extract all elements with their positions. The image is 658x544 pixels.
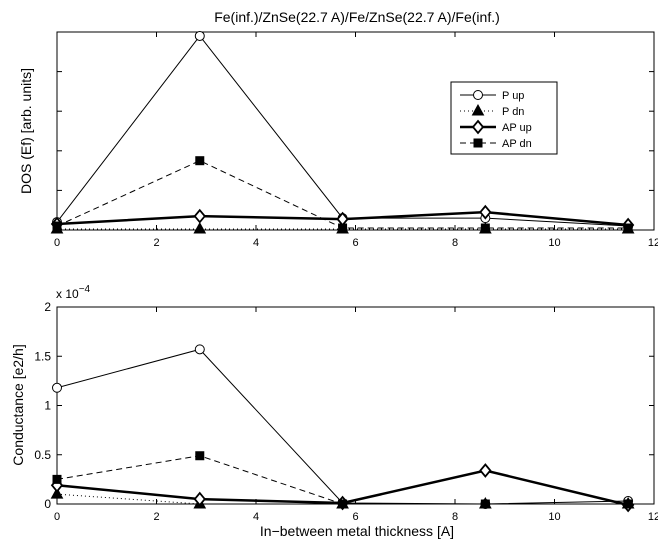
- conductance-plot-frame: [56, 306, 655, 505]
- legend-items: P up P dn AP up AP dn: [460, 90, 532, 150]
- dos-point-ap-dn: [338, 223, 348, 233]
- legend-marker: [473, 138, 483, 148]
- conductance-point-ap-dn: [480, 499, 490, 509]
- conductance-exponent-label: x 10−4: [56, 284, 91, 301]
- legend-item-p-dn: P dn: [460, 103, 524, 118]
- x-tick-label: 10: [548, 511, 560, 523]
- dos-point-ap-dn: [52, 221, 62, 231]
- x-tick-label: 2: [153, 237, 159, 249]
- y-tick-label: 2: [44, 300, 51, 314]
- conductance-series-ap-dn: [52, 451, 633, 509]
- conductance-ticks: [56, 306, 655, 505]
- chart-title: Fe(inf.)/ZnSe(22.7 A)/Fe/ZnSe(22.7 A)/Fe…: [214, 9, 500, 25]
- legend-label: P up: [502, 90, 524, 102]
- dos-point-ap-dn: [623, 223, 633, 233]
- dos-panel: Fe(inf.)/ZnSe(22.7 A)/Fe/ZnSe(22.7 A)/Fe…: [18, 9, 658, 249]
- x-tick-label: 0: [54, 237, 60, 249]
- legend-marker: [471, 119, 485, 135]
- legend-box: [450, 81, 558, 155]
- x-axis-label: In−between metal thickness [A]: [260, 523, 454, 539]
- legend-label: AP up: [502, 122, 532, 134]
- conductance-point-ap-up: [193, 491, 206, 507]
- conductance-point-ap-dn: [623, 499, 633, 509]
- dos-x-tick-labels: 0 2 4 6 8 10 12: [54, 237, 658, 249]
- dos-point-ap-up: [479, 204, 492, 220]
- y-tick-label: 1.5: [34, 349, 51, 363]
- conductance-y-axis-label: Conductance [e2/h]: [10, 344, 26, 465]
- x-tick-label: 0: [54, 511, 60, 523]
- legend-label: P dn: [502, 106, 524, 118]
- x-tick-label: 12: [648, 511, 658, 523]
- dos-ticks: [56, 31, 655, 231]
- legend-marker: [473, 90, 483, 100]
- dos-point-p-dn: [193, 221, 207, 234]
- x-tick-label: 2: [153, 511, 159, 523]
- legend-marker: [471, 103, 485, 116]
- legend-item-ap-up: AP up: [460, 119, 532, 135]
- x-tick-label: 12: [648, 237, 658, 249]
- conductance-point-p-up: [194, 344, 205, 355]
- conductance-point-p-up: [52, 382, 62, 393]
- dos-y-axis-label: DOS (Ef) [arb. units]: [18, 68, 34, 194]
- conductance-x-tick-labels: 0 2 4 6 8 10 12: [54, 511, 658, 523]
- x-tick-label: 4: [253, 237, 259, 249]
- x-tick-label: 6: [352, 237, 358, 249]
- legend-label: AP dn: [502, 138, 532, 150]
- dos-plot-frame: [56, 31, 655, 231]
- y-tick-label: 0.5: [34, 448, 51, 462]
- conductance-line-p-up: [56, 348, 629, 505]
- conductance-point-ap-dn: [338, 499, 348, 509]
- conductance-point-p-dn: [50, 487, 64, 499]
- y-tick-label: 1: [44, 399, 51, 413]
- dos-point-ap-dn: [195, 156, 205, 166]
- legend: P up P dn AP up AP dn: [450, 81, 558, 155]
- dos-point-p-up: [194, 30, 205, 41]
- exponent-power: −4: [79, 284, 91, 295]
- conductance-point-ap-dn: [52, 474, 62, 484]
- dos-series-ap-dn: [52, 156, 633, 233]
- conductance-panel: 0 2 4 6 8 10 12 0 0.5 1 1.5 2 x 10−4 Conductance […: [10, 284, 658, 539]
- conductance-y-tick-labels: 0 0.5 1 1.5 2: [34, 300, 51, 511]
- dos-point-ap-up: [193, 208, 206, 224]
- dos-point-ap-dn: [480, 223, 490, 233]
- conductance-point-ap-dn: [195, 451, 205, 461]
- x-tick-label: 4: [253, 511, 259, 523]
- y-tick-label: 0: [44, 497, 51, 511]
- conductance-series: [50, 344, 635, 513]
- x-tick-label: 6: [352, 511, 358, 523]
- x-tick-label: 8: [452, 237, 458, 249]
- x-tick-label: 10: [548, 237, 560, 249]
- conductance-point-ap-up: [479, 463, 492, 478]
- x-tick-label: 8: [452, 511, 458, 523]
- legend-item-ap-dn: AP dn: [460, 138, 532, 150]
- dos-series: [50, 30, 635, 234]
- legend-item-p-up: P up: [460, 90, 524, 102]
